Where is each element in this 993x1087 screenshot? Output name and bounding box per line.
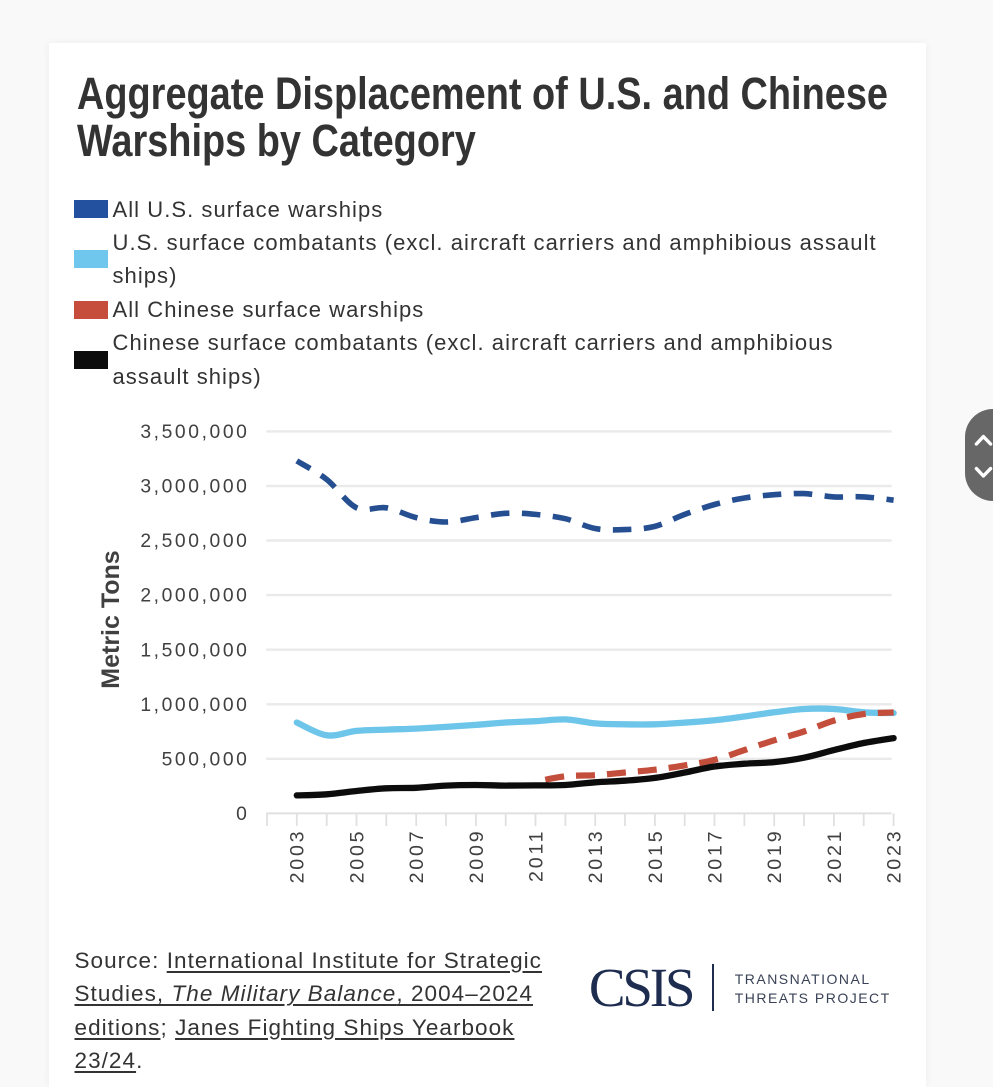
svg-text:2009: 2009 (466, 829, 488, 884)
svg-text:3,500,000: 3,500,000 (140, 422, 249, 443)
svg-text:2013: 2013 (585, 829, 607, 884)
svg-text:2,500,000: 2,500,000 (140, 531, 249, 552)
svg-text:1,000,000: 1,000,000 (140, 695, 249, 716)
svg-text:Metric Tons: Metric Tons (97, 550, 125, 688)
svg-text:2015: 2015 (645, 829, 667, 884)
svg-text:500,000: 500,000 (162, 749, 250, 770)
svg-text:2005: 2005 (346, 829, 368, 884)
svg-text:2011: 2011 (525, 829, 547, 882)
svg-text:3,000,000: 3,000,000 (140, 477, 249, 498)
svg-text:1,500,000: 1,500,000 (140, 640, 249, 661)
svg-text:2007: 2007 (406, 829, 428, 884)
svg-text:2021: 2021 (824, 829, 846, 884)
svg-text:2,000,000: 2,000,000 (140, 586, 249, 607)
svg-text:2003: 2003 (287, 829, 309, 884)
svg-text:2023: 2023 (884, 829, 906, 884)
svg-text:2017: 2017 (704, 829, 726, 884)
svg-text:0: 0 (236, 804, 249, 825)
svg-text:2019: 2019 (764, 829, 786, 884)
